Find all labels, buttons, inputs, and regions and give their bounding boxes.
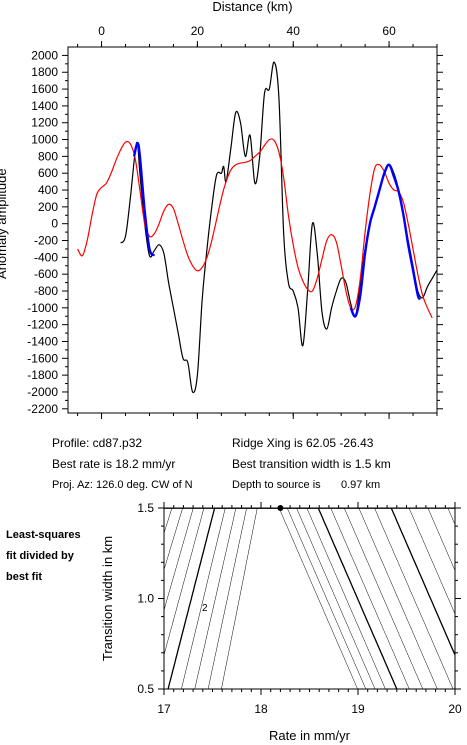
contour-lines [164,508,455,689]
anomaly-y-tick-label: -1000 [27,301,58,315]
contour-y-tick-label: 1.0 [137,592,154,606]
anomaly-chart: 0 20 40 60 20001800160014001200100080060040… [0,0,443,419]
anomaly-y-tick-label: 400 [38,183,58,197]
contour-line [164,508,455,572]
anomaly-x-tick-label: 20 [191,24,205,38]
best-fit-marker [277,505,284,511]
anomaly-x-axis-label: Distance (km) [212,0,292,14]
best-width-text: Best transition width is 1.5 km [232,457,391,471]
misfit-contour-chart: 17 18 19 20 0.5 1.0 1.5 Rate in mm/yr Transit… [100,501,462,743]
profile-text: Profile: cd87.p32 [52,436,143,450]
contour-y-ticks: 0.5 1.0 1.5 [137,501,461,696]
contour-line [164,508,438,689]
projection-azimuth-text: Proj. Az: 126.0 deg. CW of N [52,479,193,491]
contour-x-ticks: 17 18 19 20 [157,502,462,716]
anomaly-y-tick-label: 0 [51,217,58,231]
anomaly-y-tick-label: -2000 [27,385,58,399]
contour-line [164,508,410,689]
anomaly-y-tick-label: -400 [34,250,58,264]
anomaly-y-tick-label: 800 [38,149,58,163]
contour-note-line-2: fit divided by [6,550,74,562]
contour-value-label: 2 [202,603,208,614]
contour-x-axis-label: Rate in mm/yr [269,728,351,743]
contour-line [181,508,386,689]
anomaly-y-tick-label: 1000 [31,133,58,147]
anomaly-y-tick-label: 1200 [31,116,58,130]
fitted-segment-line [349,163,422,318]
anomaly-y-axis-label: Anomaly amplitude [0,168,9,279]
contour-x-tick-label: 18 [254,702,268,716]
anomaly-x-ticks: 0 20 40 60 [77,24,438,419]
anomaly-y-tick-label: 200 [38,200,58,214]
anomaly-y-tick-label: 600 [38,166,58,180]
anomaly-y-tick-label: 1600 [31,82,58,96]
anomaly-y-ticks: 2000180016001400120010008006004002000-20… [27,48,443,416]
contour-y-tick-label: 1.5 [137,501,154,515]
contour-line [207,508,367,689]
anomaly-y-tick-label: -800 [34,284,58,298]
contour-x-tick-label: 20 [448,702,462,716]
observed-anomaly-line [120,61,438,394]
contour-x-tick-label: 17 [157,702,171,716]
anomaly-y-tick-label: -1800 [27,368,58,382]
contour-line [164,508,454,689]
contour-x-tick-label: 19 [351,702,365,716]
depth-to-source-text: Depth to source is [232,479,321,491]
contour-line [164,508,455,657]
anomaly-y-tick-label: -1200 [27,318,58,332]
anomaly-y-tick-label: 1800 [31,65,58,79]
contour-note: Least-squares fit divided by best fit [6,525,96,588]
anomaly-x-tick-label: 0 [98,24,105,38]
anomaly-y-tick-label: 1400 [31,99,58,113]
contour-note-line-1: Least-squares [6,529,81,541]
fitted-segment-line [132,141,156,257]
contour-note-line-3: best fit [6,571,43,583]
contour-y-axis-label: Transition width in km [100,536,115,661]
anomaly-y-tick-label: -1400 [27,334,58,348]
anomaly-x-tick-label: 60 [382,24,396,38]
anomaly-series [77,61,438,394]
anomaly-y-tick-label: -200 [34,234,58,248]
contour-line [164,508,424,689]
anomaly-y-tick-label: 2000 [31,48,58,62]
contour-line [221,508,358,689]
contour-line [167,508,398,689]
best-rate-text: Best rate is 18.2 mm/yr [52,457,176,471]
anomaly-plot-frame [67,46,438,414]
contour-line [164,508,455,526]
model-anomaly-line [77,138,433,319]
anomaly-y-tick-label: -2200 [27,402,58,416]
ridge-crossing-text: Ridge Xing is 62.05 -26.43 [232,436,374,450]
anomaly-y-tick-label: -1600 [27,351,58,365]
anomaly-y-tick-label: -600 [34,267,58,281]
contour-y-tick-label: 0.5 [137,682,154,696]
contour-line [194,508,376,689]
depth-to-source-value: 0.97 km [341,479,381,491]
anomaly-x-tick-label: 40 [287,24,301,38]
